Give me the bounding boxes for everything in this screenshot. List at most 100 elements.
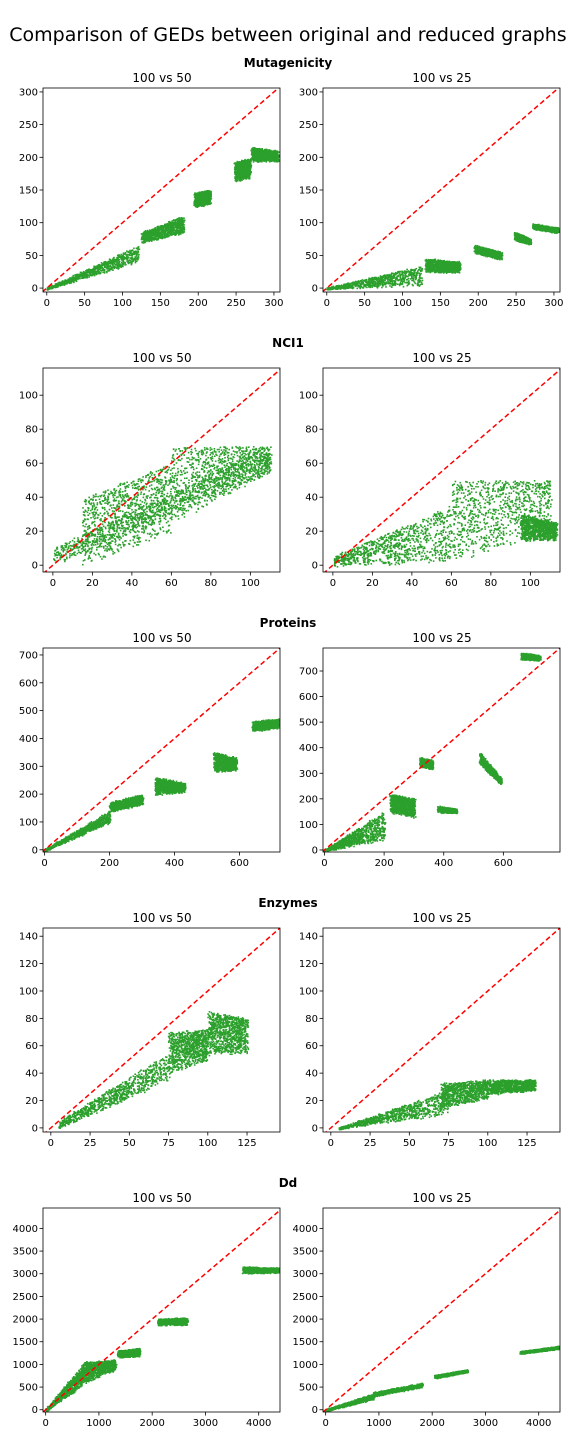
data-point — [177, 234, 180, 236]
data-point — [119, 263, 121, 265]
data-point — [169, 229, 171, 232]
data-point — [207, 196, 209, 199]
data-point — [48, 286, 50, 288]
data-point — [207, 193, 210, 196]
data-point — [142, 242, 144, 244]
data-point — [239, 161, 242, 164]
data-point — [176, 222, 178, 225]
data-point — [65, 280, 67, 283]
data-point — [138, 253, 140, 256]
data-point — [53, 285, 55, 288]
data-point — [203, 195, 206, 197]
data-point — [120, 253, 122, 256]
data-point — [128, 259, 130, 261]
data-point — [94, 267, 96, 269]
data-point — [251, 152, 253, 154]
data-point — [120, 265, 123, 268]
data-point — [270, 156, 273, 159]
point-cloud — [46, 147, 280, 291]
data-point — [170, 222, 172, 224]
data-point — [242, 167, 244, 170]
data-point — [157, 230, 159, 232]
data-point — [252, 150, 254, 153]
data-point — [105, 270, 108, 273]
data-point — [109, 268, 111, 271]
data-point — [109, 259, 112, 261]
data-point — [277, 158, 280, 161]
data-point — [182, 228, 184, 231]
data-point — [112, 269, 114, 271]
data-point — [66, 282, 69, 284]
data-point — [238, 163, 241, 166]
data-point — [148, 234, 151, 237]
data-point — [178, 221, 180, 224]
data-point — [122, 256, 124, 258]
data-point — [150, 235, 152, 237]
data-point — [117, 258, 119, 261]
data-point — [395, 276, 398, 278]
data-point — [178, 226, 181, 228]
data-point — [157, 229, 159, 231]
data-point — [103, 264, 106, 266]
data-point — [253, 157, 255, 159]
data-point — [95, 273, 98, 276]
data-point — [134, 260, 137, 262]
data-point — [117, 262, 120, 265]
data-point — [203, 202, 205, 205]
data-point — [109, 264, 112, 267]
data-point — [174, 221, 177, 224]
data-point — [157, 232, 159, 234]
data-point — [418, 281, 421, 283]
data-point — [261, 150, 264, 153]
data-point — [155, 235, 157, 237]
data-point — [407, 277, 410, 280]
data-point — [121, 261, 123, 264]
data-point — [260, 158, 263, 160]
data-point — [268, 153, 270, 155]
data-point — [263, 149, 265, 152]
data-point — [154, 229, 157, 232]
data-point — [170, 228, 172, 230]
data-point — [183, 226, 185, 228]
data-point — [89, 271, 92, 274]
data-point — [394, 282, 397, 285]
data-point — [236, 172, 238, 174]
data-point — [164, 234, 166, 237]
data-point — [383, 274, 385, 277]
data-point — [416, 271, 419, 273]
data-point — [164, 237, 166, 239]
data-point — [238, 170, 240, 173]
data-point — [131, 254, 133, 257]
data-point — [407, 281, 410, 284]
data-point — [118, 261, 121, 263]
data-point — [177, 227, 179, 229]
data-point — [251, 153, 254, 156]
data-point — [75, 277, 78, 279]
data-point — [143, 231, 146, 233]
data-point — [258, 157, 260, 159]
data-point — [389, 280, 392, 283]
data-point — [156, 235, 159, 237]
data-point — [72, 276, 75, 279]
data-point — [253, 158, 255, 161]
y-tick-label: 250 — [19, 120, 38, 131]
data-point — [257, 150, 260, 153]
data-point — [248, 167, 251, 170]
data-point — [130, 261, 132, 264]
data-point — [248, 173, 250, 175]
data-point — [271, 160, 273, 162]
data-point — [254, 151, 257, 153]
data-point — [394, 282, 397, 284]
data-point — [182, 219, 185, 221]
data-point — [144, 232, 147, 234]
data-point — [246, 175, 248, 177]
data-point — [146, 235, 148, 237]
data-point — [193, 196, 196, 199]
data-point — [258, 149, 261, 152]
data-point — [125, 258, 128, 260]
data-point — [179, 219, 182, 222]
data-point — [95, 267, 98, 269]
data-point — [247, 171, 249, 174]
data-point — [137, 255, 140, 258]
data-point — [240, 162, 242, 165]
